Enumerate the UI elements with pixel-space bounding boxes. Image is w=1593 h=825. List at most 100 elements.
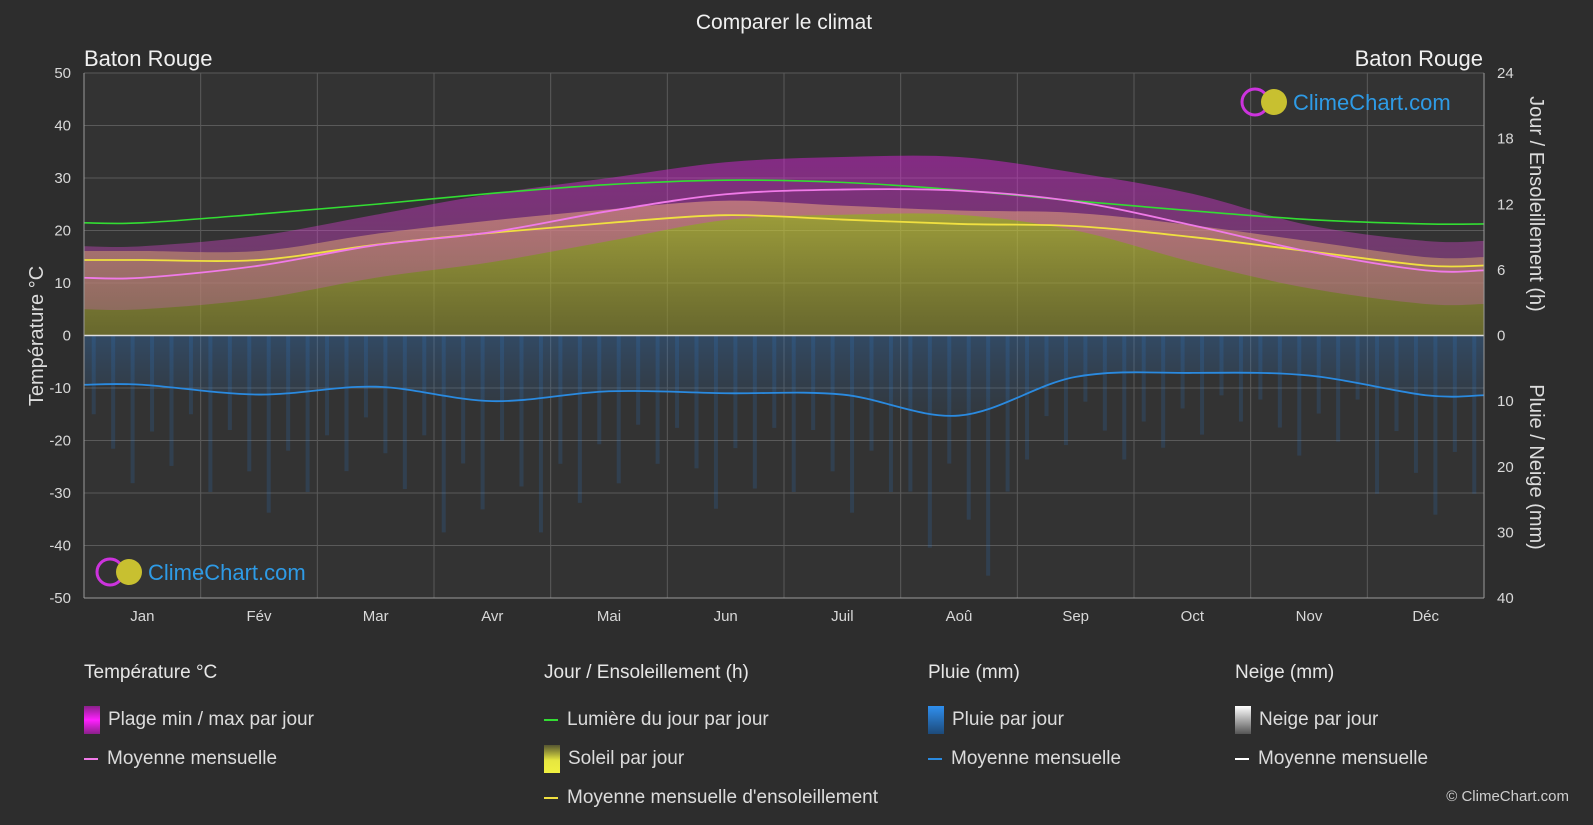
logo-bottom[interactable]: ClimeChart.com <box>95 557 306 587</box>
y-tick-label-left: -50 <box>49 590 71 607</box>
logo-top[interactable]: ClimeChart.com <box>1240 87 1451 117</box>
rain-bar <box>1297 335 1302 456</box>
rain-bar <box>1122 335 1127 460</box>
sunshine-mean-swatch <box>544 796 558 799</box>
rain-bar <box>830 335 835 472</box>
rain-bar <box>383 335 388 454</box>
rain-bar <box>850 335 855 513</box>
y-tick-label-right-bottom: 30 <box>1497 524 1514 541</box>
legend-sun: Jour / Ensoleillement (h) Lumière du jou… <box>544 662 878 817</box>
y-tick-label-right-bottom: 20 <box>1497 459 1514 476</box>
rain-bar <box>927 335 932 548</box>
legend-snow-mean: Moyenne mensuelle <box>1235 739 1428 778</box>
rain-bar <box>616 335 621 484</box>
rain-bar <box>1336 335 1341 442</box>
y-tick-label-left: -40 <box>49 538 71 555</box>
rain-bar <box>169 335 174 466</box>
x-tick-label: Jun <box>714 608 738 625</box>
y-tick-label-right-bottom: 40 <box>1497 590 1514 607</box>
rain-bar <box>344 335 349 472</box>
y-tick-label-left: -10 <box>49 380 71 397</box>
rain-bar <box>305 335 310 493</box>
rain-bar <box>1200 335 1205 435</box>
y-axis-right-top-label: Jour / Ensoleillement (h) <box>1525 96 1547 312</box>
y-tick-label-right-bottom: 10 <box>1497 393 1514 410</box>
x-tick-label: Mar <box>363 608 389 625</box>
legend-rain-mean: Moyenne mensuelle <box>928 739 1121 778</box>
rain-bar <box>966 335 971 520</box>
rain-bar <box>597 335 602 445</box>
rain-bar <box>1258 335 1263 400</box>
legend-temp-range: Plage min / max par jour <box>84 700 314 739</box>
rain-bar <box>636 335 641 425</box>
plot-area <box>83 155 1485 576</box>
rain-bar <box>208 335 213 493</box>
rain-swatch <box>928 705 944 734</box>
rain-bar <box>111 335 116 449</box>
rain-bar <box>402 335 407 490</box>
y-tick-label-left: 0 <box>63 328 71 345</box>
rain-bar <box>1472 335 1477 494</box>
y-tick-label-left: 30 <box>54 170 71 187</box>
rain-bar <box>441 335 446 533</box>
y-tick-label-right-top: 24 <box>1497 65 1514 82</box>
legend-sunshine: Soleil par jour <box>544 739 878 778</box>
rain-bar <box>1375 335 1380 494</box>
logo-top-text: ClimeChart.com <box>1293 90 1451 115</box>
rain-bar <box>1180 335 1185 409</box>
legend-sunshine-mean: Moyenne mensuelle d'ensoleillement <box>544 778 878 817</box>
temp-range-swatch <box>84 705 100 734</box>
copyright: © ClimeChart.com <box>1446 788 1569 805</box>
rain-bar <box>675 335 680 428</box>
rain-bar <box>325 335 330 436</box>
x-tick-label: Nov <box>1296 608 1323 625</box>
y-tick-label-left: -20 <box>49 433 71 450</box>
rain-bar <box>947 335 952 464</box>
legend-rain-title: Pluie (mm) <box>928 662 1020 683</box>
logo-bottom-text: ClimeChart.com <box>148 560 306 585</box>
rain-bar <box>1161 335 1166 448</box>
y-tick-label-right-top: 18 <box>1497 131 1514 148</box>
legend-snow-mean-label: Moyenne mensuelle <box>1258 747 1429 769</box>
rain-bar <box>1025 335 1030 460</box>
y-tick-label-left: 50 <box>54 65 71 82</box>
rain-bar <box>266 335 271 513</box>
rain-bar <box>1413 335 1418 473</box>
y-tick-label-left: 40 <box>54 118 71 135</box>
rain-bar <box>461 335 466 464</box>
rain-bar <box>1355 335 1360 400</box>
legend-snow-day: Neige par jour <box>1235 700 1428 739</box>
rain-bar <box>1433 335 1438 515</box>
rain-mean-swatch <box>928 757 942 760</box>
rain-bar <box>188 335 193 415</box>
y-tick-label-right-top: 6 <box>1497 262 1505 279</box>
y-axis-right-bottom-label: Pluie / Neige (mm) <box>1525 384 1547 550</box>
x-tick-label: Aoû <box>946 608 973 625</box>
daylight-swatch <box>544 718 558 721</box>
legend-rain-mean-label: Moyenne mensuelle <box>951 747 1122 769</box>
temperature-range-band <box>84 155 1484 311</box>
rain-bar <box>1316 335 1321 414</box>
rain-bar <box>791 335 796 493</box>
rain-bar <box>1238 335 1243 422</box>
legend-sunshine-mean-label: Moyenne mensuelle d'ensoleillement <box>567 786 878 808</box>
x-tick-label: Déc <box>1412 608 1439 625</box>
rain-bar <box>227 335 232 430</box>
legend-rain-day: Pluie par jour <box>928 700 1121 739</box>
snow-swatch <box>1235 705 1251 734</box>
rain-bar <box>733 335 738 449</box>
y-tick-label-right-top: 12 <box>1497 196 1514 213</box>
legend-temp-mean: Moyenne mensuelle <box>84 739 314 778</box>
rain-bar <box>577 335 582 503</box>
rain-mean-line <box>83 371 1485 417</box>
legend-temperature: Température °C Plage min / max par jour … <box>84 662 314 778</box>
chart-title: Comparer le climat <box>696 11 872 34</box>
legend-sun-title: Jour / Ensoleillement (h) <box>544 662 749 683</box>
legend-snow-day-label: Neige par jour <box>1259 708 1379 730</box>
rain-bar <box>752 335 757 489</box>
rain-bar <box>150 335 155 432</box>
rain-bar <box>908 335 913 492</box>
rain-bar <box>1005 335 1010 492</box>
rain-bar <box>1141 335 1146 422</box>
